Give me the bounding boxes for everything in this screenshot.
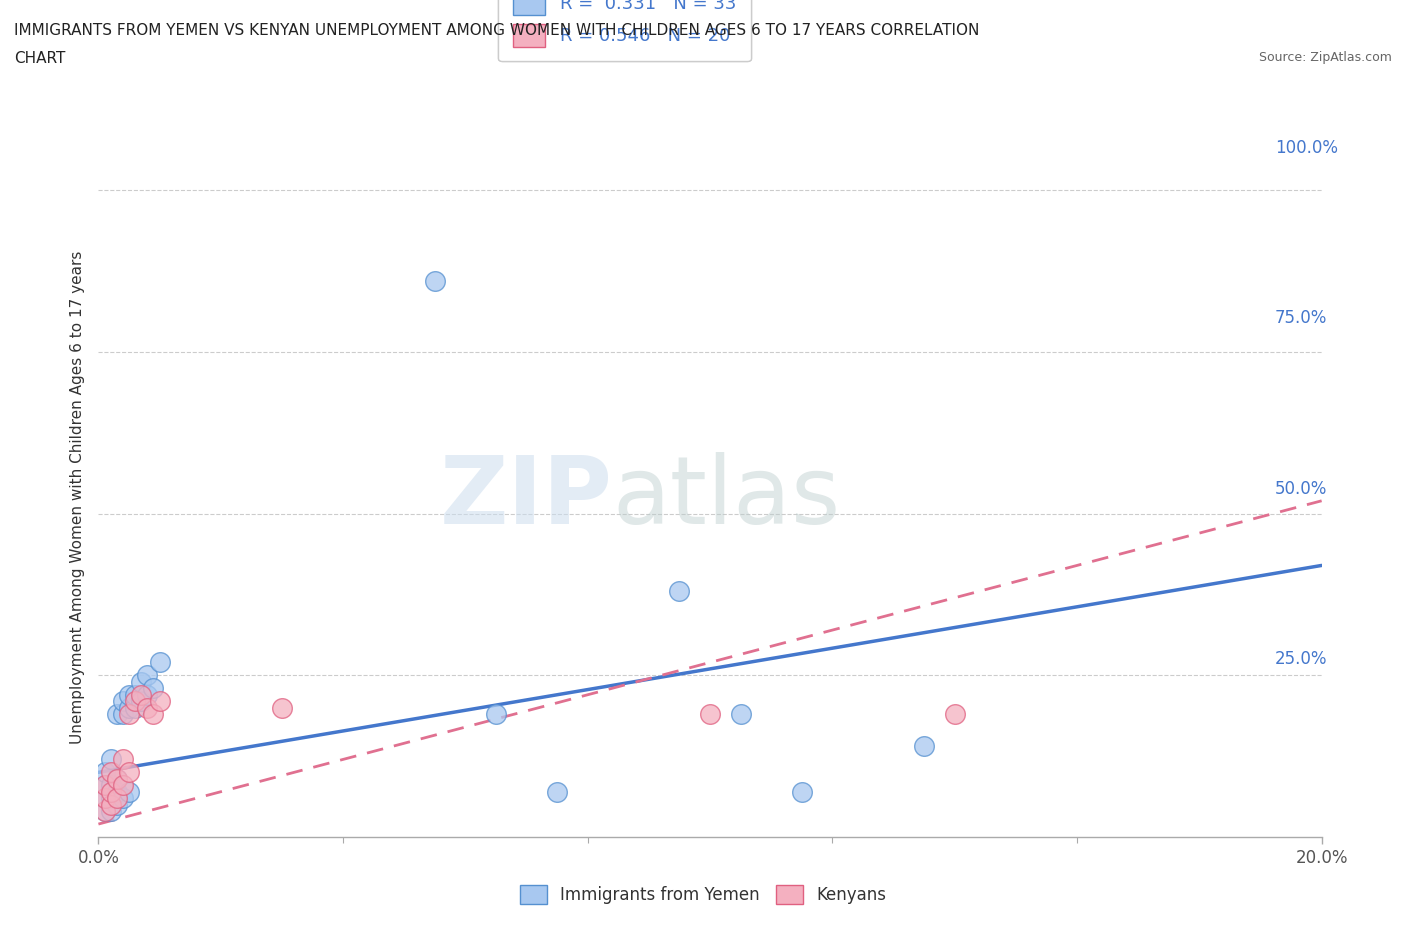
Point bbox=[214, 663, 236, 678]
Point bbox=[191, 752, 214, 767]
Point bbox=[176, 779, 198, 794]
Point bbox=[186, 738, 209, 753]
Point bbox=[191, 684, 214, 698]
Y-axis label: Unemployment Among Women with Children Ages 6 to 17 years: Unemployment Among Women with Children A… bbox=[69, 223, 84, 716]
Point bbox=[181, 691, 204, 706]
Point bbox=[208, 671, 231, 685]
Point bbox=[197, 684, 219, 698]
Point bbox=[170, 793, 193, 808]
Point bbox=[186, 765, 209, 780]
Point bbox=[170, 779, 193, 794]
Point bbox=[208, 650, 231, 665]
Point bbox=[181, 759, 204, 774]
Text: Source: ZipAtlas.com: Source: ZipAtlas.com bbox=[1258, 51, 1392, 64]
Point bbox=[208, 684, 231, 698]
Point bbox=[202, 657, 225, 671]
Point bbox=[464, 233, 486, 248]
Point bbox=[176, 752, 198, 767]
Point bbox=[186, 677, 209, 692]
Point bbox=[928, 691, 950, 706]
Point bbox=[202, 677, 225, 692]
Point bbox=[186, 779, 209, 794]
Point bbox=[181, 773, 204, 788]
Point bbox=[219, 677, 242, 692]
Text: CHART: CHART bbox=[14, 51, 66, 66]
Point bbox=[219, 636, 242, 651]
Point bbox=[900, 724, 922, 739]
Point bbox=[176, 786, 198, 801]
Text: ZIP: ZIP bbox=[461, 424, 633, 515]
Text: atlas: atlas bbox=[633, 424, 862, 515]
Point bbox=[181, 759, 204, 774]
Text: IMMIGRANTS FROM YEMEN VS KENYAN UNEMPLOYMENT AMONG WOMEN WITH CHILDREN AGES 6 TO: IMMIGRANTS FROM YEMEN VS KENYAN UNEMPLOY… bbox=[14, 23, 980, 38]
Point bbox=[170, 793, 193, 808]
Point bbox=[737, 691, 759, 706]
Point bbox=[170, 752, 193, 767]
Point bbox=[682, 561, 704, 576]
Point bbox=[170, 765, 193, 780]
Point bbox=[197, 677, 219, 692]
Point bbox=[191, 691, 214, 706]
Legend: R =  0.331   N = 33, R = 0.546   N = 20: R = 0.331 N = 33, R = 0.546 N = 20 bbox=[519, 0, 770, 5]
Point bbox=[176, 793, 198, 808]
Point bbox=[191, 773, 214, 788]
Point bbox=[170, 765, 193, 780]
Point bbox=[181, 779, 204, 794]
Legend: Immigrants from Yemen, Kenyans: Immigrants from Yemen, Kenyans bbox=[512, 876, 894, 912]
Point bbox=[176, 738, 198, 753]
Point bbox=[328, 684, 350, 698]
Point bbox=[214, 691, 236, 706]
Point bbox=[176, 765, 198, 780]
Point bbox=[519, 691, 541, 706]
Point bbox=[181, 786, 204, 801]
Point bbox=[202, 671, 225, 685]
Point bbox=[186, 691, 209, 706]
Point bbox=[710, 691, 733, 706]
Point bbox=[792, 773, 814, 788]
Point bbox=[574, 773, 596, 788]
Point bbox=[176, 773, 198, 788]
Point bbox=[170, 779, 193, 794]
Point bbox=[197, 671, 219, 685]
Point bbox=[191, 671, 214, 685]
